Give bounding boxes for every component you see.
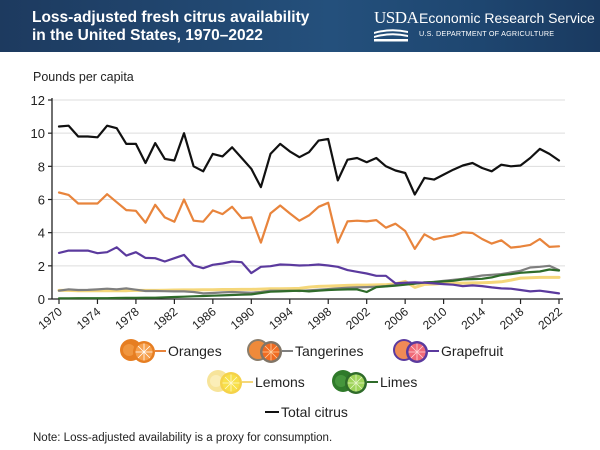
legend-label: Tangerines <box>295 343 364 359</box>
series-line-total <box>57 124 561 196</box>
line-chart: 0 2 4 6 8 10 12 1970 1974 1978 1982 1986 1990 1994 199… <box>31 93 566 332</box>
x-tick-label: 1998 <box>305 304 335 332</box>
legend-label: Grapefruit <box>441 343 504 359</box>
series-line-grapefruit <box>57 246 561 295</box>
x-tick-label: 1994 <box>266 304 296 332</box>
legend-item-lemons: Lemons <box>205 369 305 395</box>
legend-label: Total citrus <box>281 404 348 420</box>
y-axis-label: Pounds per capita <box>33 70 134 84</box>
legend-item-total: Total citrus <box>265 399 348 425</box>
legend-item-tangerines: Tangerines <box>245 338 364 364</box>
legend-label: Oranges <box>168 343 222 359</box>
department-name: U.S. DEPARTMENT OF AGRICULTURE <box>419 29 555 38</box>
x-tick-label: 2018 <box>497 304 527 332</box>
tangerine-fruit-icon <box>247 339 293 363</box>
usda-logo: USDA Economic Research Service U.S. DEPA… <box>374 8 595 42</box>
x-tick-label: 1974 <box>74 304 104 332</box>
usda-logo-text: USDA <box>374 8 419 27</box>
legend-item-grapefruit: Grapefruit <box>391 338 503 364</box>
legend-item-limes: Limes <box>330 369 417 395</box>
y-tick-label: 6 <box>38 193 45 208</box>
x-tick-label: 1986 <box>189 304 219 332</box>
header-banner: Loss-adjusted fresh citrus availability … <box>0 0 600 52</box>
y-tick-label: 10 <box>31 126 45 141</box>
y-tick-label: 4 <box>38 226 45 241</box>
grapefruit-fruit-icon <box>393 339 439 363</box>
x-tick-label: 2002 <box>343 304 373 332</box>
series-line-oranges <box>57 191 561 250</box>
x-tick-label: 2006 <box>382 304 412 332</box>
x-tick-label: 2010 <box>420 304 450 332</box>
y-tick-label: 8 <box>38 159 45 174</box>
x-tick-label: 1982 <box>151 304 181 332</box>
series-line-limes <box>57 268 561 300</box>
x-tick-label: 2022 <box>535 304 565 332</box>
x-tick-label: 2014 <box>459 304 489 332</box>
total-line-swatch <box>265 411 279 413</box>
y-tick-label: 0 <box>38 292 45 307</box>
lemon-fruit-icon <box>207 370 253 394</box>
footnote: Note: Loss-adjusted availability is a pr… <box>33 432 333 444</box>
usda-swoosh-icon <box>374 29 408 42</box>
lime-fruit-icon <box>332 370 378 394</box>
legend-item-oranges: Oranges <box>118 338 222 364</box>
legend: Oranges Tangerines Grapefruit Lemons <box>0 335 600 425</box>
chart-title: Loss-adjusted fresh citrus availability … <box>32 9 310 44</box>
x-tick-label: 1978 <box>112 304 142 332</box>
legend-label: Lemons <box>255 374 305 390</box>
x-tick-label: 1990 <box>228 304 258 332</box>
y-tick-label: 2 <box>38 259 45 274</box>
orange-fruit-icon <box>120 339 166 363</box>
y-tick-label: 12 <box>31 93 45 108</box>
x-tick-label: 1970 <box>35 304 65 332</box>
agency-name: Economic Research Service <box>419 10 595 26</box>
legend-label: Limes <box>380 374 418 390</box>
